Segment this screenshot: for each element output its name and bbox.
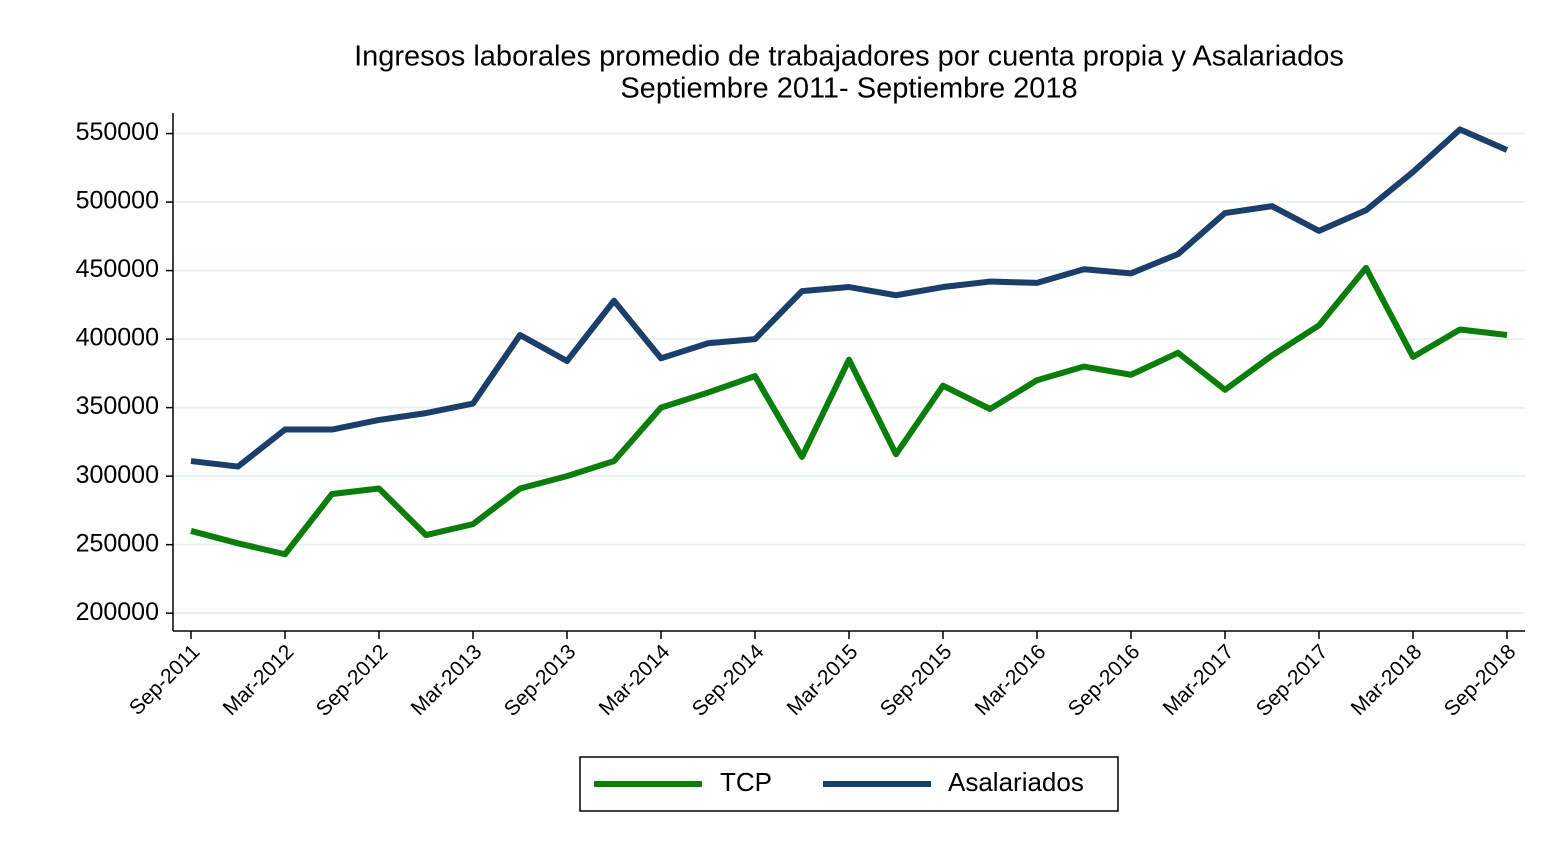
chart-title: Ingresos laborales promedio de trabajado… [354,41,1344,73]
chart-subtitle: Septiembre 2011- Septiembre 2018 [620,73,1077,105]
line-series [190,264,1508,558]
y-tick-label: 450000 [76,255,159,283]
y-tick-label: 350000 [76,392,159,420]
y-tick-label: 550000 [76,118,159,146]
legend-label: Asalariados [948,767,1084,797]
y-tick-label: 200000 [76,598,159,626]
legend-label: TCP [720,767,772,797]
y-tick-label: 400000 [76,324,159,352]
y-tick-label: 300000 [76,461,159,489]
y-tick-label: 250000 [76,529,159,557]
y-tick-label: 500000 [76,187,159,215]
line-series [190,126,1509,470]
